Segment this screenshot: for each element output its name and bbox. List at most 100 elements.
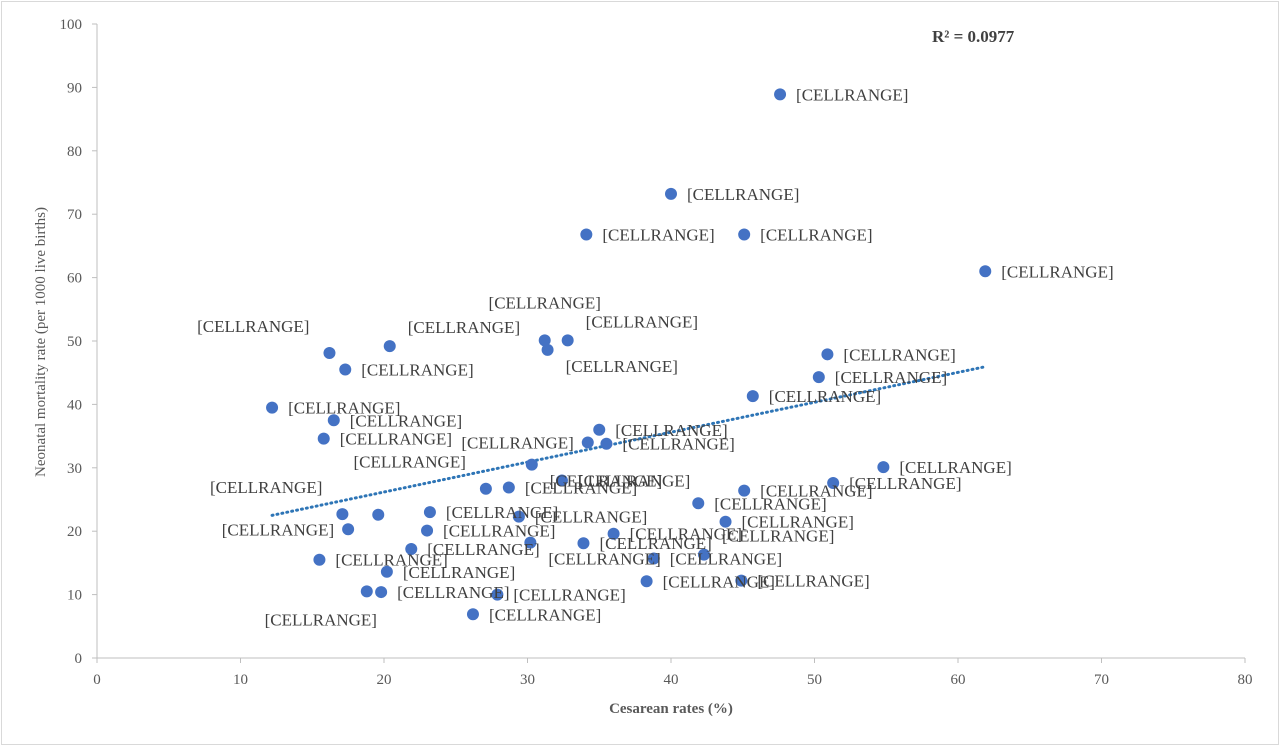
data-label: [CELLRANGE]	[427, 540, 539, 559]
data-label: [CELLRANGE]	[769, 387, 881, 406]
x-tick-label: 70	[1094, 672, 1109, 688]
y-tick-label: 30	[67, 461, 82, 477]
y-tick-label: 10	[67, 588, 82, 604]
x-tick-label: 40	[664, 672, 679, 688]
data-label: [CELLRANGE]	[599, 534, 711, 553]
data-label: [CELLRANGE]	[849, 474, 961, 493]
data-point	[821, 348, 834, 361]
data-point	[555, 474, 568, 487]
data-label: [CELLRANGE]	[757, 572, 869, 591]
data-point	[698, 548, 711, 561]
data-point	[502, 481, 515, 494]
x-axis-title: Cesarean rates (%)	[609, 701, 733, 717]
data-point	[577, 537, 590, 550]
data-label: [CELLRANGE]	[548, 550, 660, 569]
data-label: [CELLRANGE]	[663, 572, 775, 591]
data-label: [CELLRANGE]	[622, 435, 734, 454]
data-point	[372, 508, 385, 521]
data-label: [CELLRANGE]	[835, 368, 947, 387]
data-point	[323, 347, 336, 360]
data-point	[827, 477, 840, 490]
r-squared-label: R² = 0.0977	[932, 27, 1015, 46]
data-point	[979, 265, 992, 278]
data-point	[360, 585, 373, 598]
data-label: [CELLRANGE]	[265, 610, 377, 629]
data-point	[524, 536, 537, 549]
data-point	[405, 542, 418, 555]
data-point	[640, 575, 653, 588]
x-tick-label: 0	[93, 672, 101, 688]
data-label: [CELLRANGE]	[361, 361, 473, 380]
data-label: [CELLRANGE]	[525, 478, 637, 497]
data-point	[593, 423, 606, 436]
y-tick-label: 80	[67, 144, 82, 160]
y-tick-label: 60	[67, 271, 82, 287]
y-tick-label: 40	[67, 397, 82, 413]
trendline-path	[270, 365, 986, 517]
y-tick-label: 0	[75, 651, 83, 667]
data-label: [CELLRANGE]	[760, 225, 872, 244]
data-point	[491, 588, 504, 601]
data-label: [CELLRANGE]	[796, 85, 908, 104]
data-point	[541, 343, 554, 356]
data-label: [CELLRANGE]	[489, 293, 601, 312]
x-tick-label: 80	[1238, 672, 1253, 688]
data-label: [CELLRANGE]	[760, 482, 872, 501]
data-point	[538, 334, 551, 347]
data-label: [CELLRANGE]	[687, 185, 799, 204]
x-tick-label: 50	[807, 672, 822, 688]
data-label: [CELLRANGE]	[714, 494, 826, 513]
data-point	[774, 88, 787, 101]
data-label: [CELLRANGE]	[354, 453, 466, 472]
data-point	[607, 527, 620, 540]
data-point	[600, 437, 613, 450]
x-tick-label: 10	[233, 672, 248, 688]
data-label: [CELLRANGE]	[615, 421, 727, 440]
data-point	[512, 510, 525, 523]
y-axis-title: Neonatal mortality rate (per 1000 live b…	[33, 207, 49, 477]
data-point	[580, 228, 593, 241]
data-point	[479, 482, 492, 495]
data-label: [CELLRANGE]	[843, 345, 955, 364]
data-point	[313, 553, 326, 566]
data-label: [CELLRANGE]	[443, 522, 555, 541]
data-point	[466, 608, 479, 621]
data-label: [CELLRANGE]	[408, 318, 520, 337]
data-point	[647, 552, 660, 565]
data-label: [CELLRANGE]	[578, 471, 690, 490]
y-tick-label: 100	[60, 17, 83, 33]
data-label: [CELLRANGE]	[288, 399, 400, 418]
x-tick-label: 20	[377, 672, 392, 688]
data-point	[421, 524, 434, 537]
data-label: [CELLRANGE]	[335, 551, 447, 570]
data-point	[877, 461, 890, 474]
data-label: [CELLRANGE]	[550, 472, 662, 491]
data-point	[336, 508, 349, 521]
data-label: [CELLRANGE]	[630, 525, 742, 544]
data-label: [CELLRANGE]	[340, 430, 452, 449]
data-point	[746, 390, 759, 403]
data-label: [CELLRANGE]	[566, 357, 678, 376]
data-points	[266, 88, 992, 621]
data-point	[266, 401, 279, 414]
data-label: [CELLRANGE]	[602, 225, 714, 244]
data-point	[375, 586, 388, 599]
data-point	[738, 484, 751, 497]
axes: 0 10 20 30 40 50 60 70 80 0 10 20 30 40 50 60 70 80 90 100	[60, 17, 1253, 688]
data-point	[317, 432, 330, 445]
data-label: [CELLRANGE]	[742, 513, 854, 532]
data-label: [CELLRANGE]	[222, 520, 334, 539]
data-point	[339, 363, 352, 376]
data-point	[692, 497, 705, 510]
x-tick-label: 30	[520, 672, 535, 688]
data-label: [CELLRANGE]	[197, 317, 309, 336]
y-tick-label: 20	[67, 524, 82, 540]
data-point	[738, 228, 751, 241]
y-tick-label: 70	[67, 207, 82, 223]
data-label: [CELLRANGE]	[446, 503, 558, 522]
data-label: [CELLRANGE]	[586, 312, 698, 331]
data-label: [CELLRANGE]	[535, 508, 647, 527]
data-label: [CELLRANGE]	[210, 478, 322, 497]
